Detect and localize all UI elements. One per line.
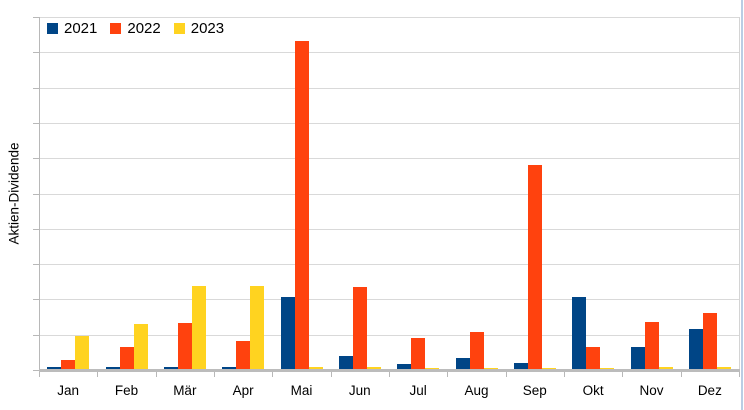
legend-label: 2022 bbox=[127, 20, 161, 37]
bar-2023-Apr bbox=[250, 286, 265, 369]
legend-color-swatch bbox=[110, 23, 122, 34]
y-axis-tick bbox=[33, 334, 39, 336]
bar-2022-Apr bbox=[236, 340, 251, 369]
bar-2021-Aug bbox=[455, 358, 470, 369]
bar-2021-Mär bbox=[163, 366, 178, 369]
y-axis-tick bbox=[33, 193, 39, 195]
legend-item-2023: 2023 bbox=[173, 20, 225, 37]
x-axis-tick bbox=[330, 372, 332, 377]
bar-2022-Okt bbox=[586, 347, 601, 369]
bar-2021-Feb bbox=[105, 366, 120, 369]
y-axis-tick bbox=[33, 87, 39, 89]
category-label: Sep bbox=[522, 383, 547, 398]
x-axis-tick bbox=[39, 372, 40, 377]
y-gridline bbox=[39, 334, 739, 336]
x-axis-tick bbox=[214, 372, 215, 377]
x-axis-tick bbox=[622, 372, 624, 377]
bar-2021-Jul bbox=[397, 364, 412, 369]
category-label: Aug bbox=[464, 383, 489, 398]
y-gridline bbox=[39, 122, 739, 124]
x-axis-tick bbox=[272, 372, 274, 377]
bar-2023-Sep bbox=[541, 367, 556, 369]
category-label: Nov bbox=[639, 383, 664, 398]
plot-right-border bbox=[739, 17, 740, 371]
window-edge bbox=[741, 0, 743, 410]
x-axis-tick bbox=[389, 372, 390, 377]
y-gridline bbox=[39, 158, 739, 160]
bar-2021-Jan bbox=[47, 366, 62, 369]
legend-label: 2023 bbox=[190, 20, 225, 37]
category-label: Apr bbox=[232, 383, 254, 398]
bar-2021-Okt bbox=[572, 296, 587, 369]
bar-2022-Nov bbox=[644, 322, 659, 369]
y-gridline bbox=[39, 264, 739, 266]
category-label: Feb bbox=[114, 383, 139, 398]
y-axis-tick bbox=[33, 17, 39, 18]
bar-2022-Sep bbox=[527, 164, 542, 369]
bar-2022-Jan bbox=[61, 360, 76, 369]
bar-2022-Mär bbox=[177, 323, 192, 369]
bar-2022-Mai bbox=[294, 40, 309, 369]
bar-2023-Okt bbox=[600, 367, 615, 369]
bar-2023-Jan bbox=[75, 336, 90, 369]
category-label: Jul bbox=[409, 383, 427, 398]
x-axis-tick bbox=[680, 372, 682, 377]
y-axis-tick bbox=[33, 52, 39, 54]
bar-2021-Nov bbox=[630, 347, 645, 369]
bar-2022-Feb bbox=[119, 347, 134, 369]
category-label: Mai bbox=[290, 383, 313, 398]
x-axis-tick bbox=[447, 372, 449, 377]
bar-2021-Dez bbox=[688, 329, 703, 369]
bar-2022-Aug bbox=[469, 331, 484, 369]
x-axis-tick bbox=[97, 372, 99, 377]
y-gridline bbox=[39, 228, 739, 230]
bar-2023-Mai bbox=[308, 366, 323, 369]
y-axis-line bbox=[39, 17, 40, 373]
bar-2023-Feb bbox=[133, 324, 148, 369]
bar-2023-Mär bbox=[191, 286, 206, 369]
bar-2023-Dez bbox=[716, 366, 731, 369]
bar-2023-Aug bbox=[483, 367, 498, 369]
y-gridline bbox=[39, 52, 739, 54]
legend-item-2021: 2021 bbox=[47, 20, 97, 37]
x-axis-tick bbox=[564, 372, 565, 377]
category-label: Mär bbox=[173, 383, 197, 398]
bar-2021-Mai bbox=[280, 296, 295, 369]
bar-2023-Jul bbox=[425, 367, 440, 369]
y-gridline bbox=[39, 193, 739, 195]
bar-2021-Jun bbox=[338, 355, 353, 369]
category-label: Dez bbox=[697, 383, 722, 398]
bar-2022-Dez bbox=[702, 312, 717, 369]
y-gridline bbox=[39, 299, 739, 301]
x-axis-line bbox=[39, 369, 740, 372]
x-axis-tick bbox=[739, 372, 740, 377]
bar-2023-Jun bbox=[366, 366, 381, 369]
x-axis-tick bbox=[155, 372, 157, 377]
category-label: Jan bbox=[57, 383, 80, 398]
y-axis-tick bbox=[33, 158, 39, 160]
y-gridline bbox=[39, 87, 739, 89]
y-axis-tick bbox=[33, 370, 39, 371]
bar-2022-Jul bbox=[411, 337, 426, 369]
bar-2022-Jun bbox=[352, 287, 367, 369]
legend-color-swatch bbox=[173, 23, 185, 34]
y-axis-tick bbox=[33, 299, 39, 301]
category-label: Jun bbox=[348, 383, 371, 398]
y-axis-tick bbox=[33, 122, 39, 124]
legend-item-2022: 2022 bbox=[110, 20, 161, 37]
y-axis-tick bbox=[33, 228, 39, 230]
bar-2023-Nov bbox=[658, 366, 673, 369]
bar-2021-Sep bbox=[513, 362, 528, 369]
legend: 2021 2022 2023 bbox=[47, 20, 224, 37]
legend-color-swatch bbox=[47, 23, 58, 34]
x-axis-tick bbox=[505, 372, 507, 377]
y-axis-title: Aktien-Dividende bbox=[6, 142, 22, 245]
y-axis-tick bbox=[33, 264, 39, 266]
plot-top-border bbox=[39, 17, 739, 18]
legend-label: 2021 bbox=[64, 20, 98, 37]
category-label: Okt bbox=[582, 383, 604, 398]
bar-2021-Apr bbox=[222, 366, 237, 369]
